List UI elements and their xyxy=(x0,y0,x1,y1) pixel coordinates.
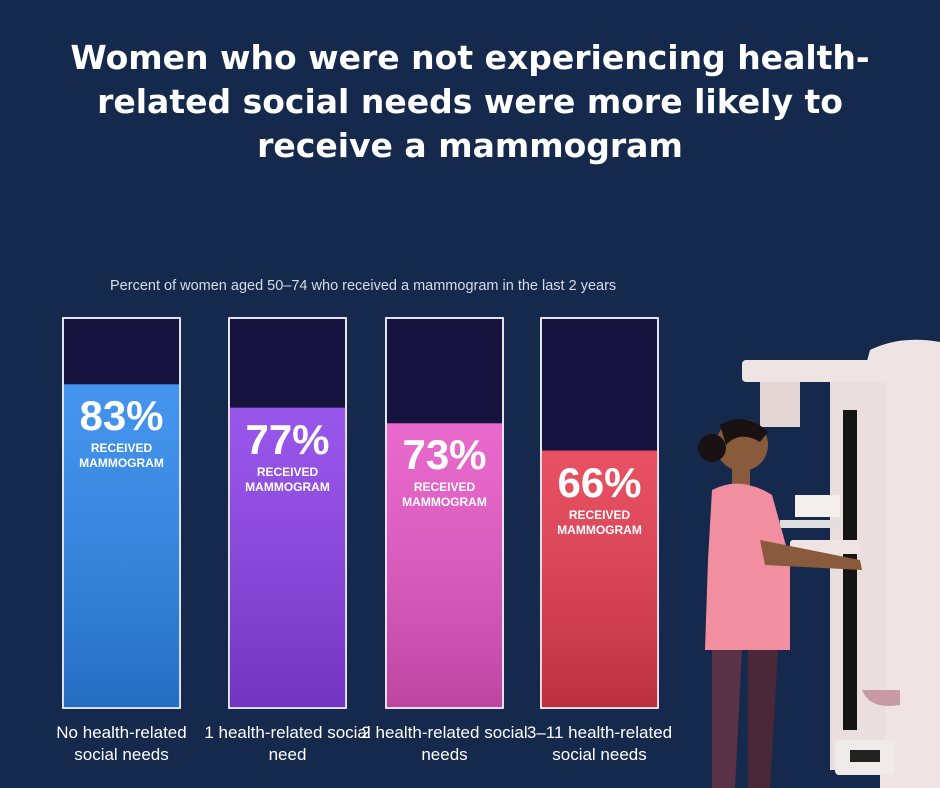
value-label: 73% xyxy=(402,431,487,479)
bar-shade xyxy=(541,450,658,708)
bar-outline xyxy=(540,317,659,709)
bar-shade xyxy=(229,407,346,708)
bar-shade xyxy=(386,423,503,708)
value-label: 66% xyxy=(557,458,642,506)
x-tick-label: 2 health-related social needs xyxy=(361,723,528,764)
x-tick-label: 3–11 health-related social needs xyxy=(526,723,673,764)
bar-shade xyxy=(63,384,180,708)
chart-subtitle: Percent of women aged 50–74 who received… xyxy=(110,278,617,294)
x-tick-label: 1 health-related social need xyxy=(204,723,371,764)
bar-outline xyxy=(228,317,347,709)
value-label: 83% xyxy=(79,392,164,440)
value-caption: RECEIVED MAMMOGRAM xyxy=(557,507,642,537)
x-tick-label: No health-related social needs xyxy=(56,723,187,764)
bar-outline xyxy=(385,317,504,709)
illustration xyxy=(698,339,940,788)
value-caption: RECEIVED MAMMOGRAM xyxy=(245,464,330,494)
value-caption: RECEIVED MAMMOGRAM xyxy=(79,441,164,471)
chart-title: Women who were not experiencing health-r… xyxy=(70,38,870,165)
value-caption: RECEIVED MAMMOGRAM xyxy=(402,480,487,510)
value-label: 77% xyxy=(245,415,330,463)
bar-outline xyxy=(62,317,181,709)
